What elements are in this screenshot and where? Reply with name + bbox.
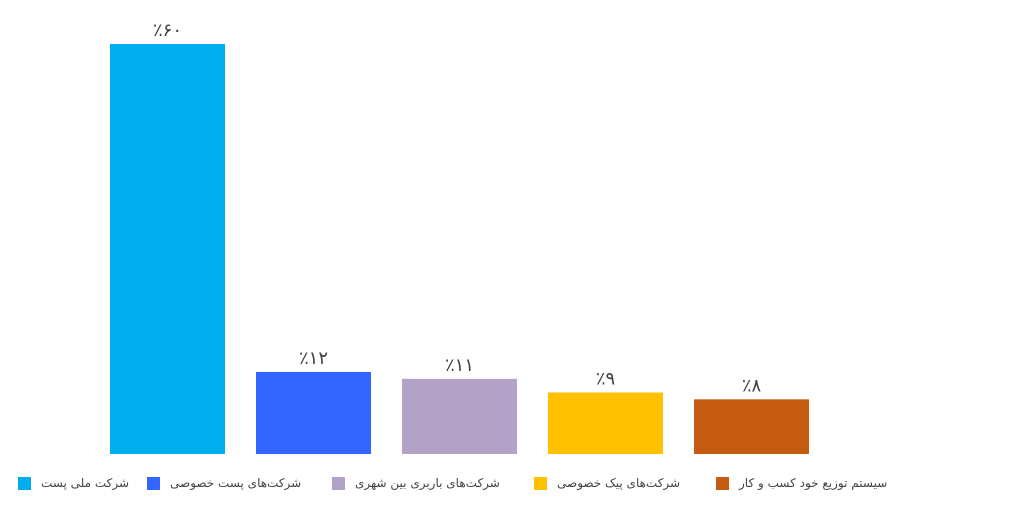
legend-label-courier: شرکت‌های پیک خصوصی [557,476,681,490]
legend-swatch-self-distribution [716,476,729,490]
chart-legend: شرکت ملی پست شرکت‌های پست خصوصی شرکت‌های… [0,472,1024,502]
data-label-freight: ٪۱۱ [445,355,474,376]
legend-label-freight: شرکت‌های باربری بین شهری [355,476,500,490]
legend-swatch-private-post [147,476,160,490]
bar-national-post [110,44,225,454]
legend-item-freight: شرکت‌های باربری بین شهری [332,476,500,490]
legend-swatch-national-post [18,476,31,490]
bar-freight [402,378,517,454]
legend-swatch-courier [534,476,547,490]
legend-item-courier: شرکت‌های پیک خصوصی [534,476,680,490]
legend-item-self-distribution: سیستم توزیع خود کسب و کار [716,476,887,490]
data-label-private-post: ٪۱۲ [299,348,328,369]
legend-item-national-post: شرکت ملی پست [18,476,129,490]
legend-label-national-post: شرکت ملی پست [41,476,130,490]
bar-private-post [256,372,371,454]
bar-self-distribution [694,399,809,454]
data-label-courier: ٪۹ [596,369,615,390]
bar-courier [548,392,663,454]
bar-chart: ٪۶۰ ٪۱۲ ٪۱۱ ٪۹ ٪۸ [110,20,809,454]
legend-label-private-post: شرکت‌های پست خصوصی [170,476,302,490]
data-label-self-distribution: ٪۸ [742,375,762,396]
legend-label-self-distribution: سیستم توزیع خود کسب و کار [739,476,888,490]
legend-swatch-freight [332,476,345,490]
data-label-national-post: ٪۶۰ [153,20,182,41]
legend-item-private-post: شرکت‌های پست خصوصی [147,476,301,490]
